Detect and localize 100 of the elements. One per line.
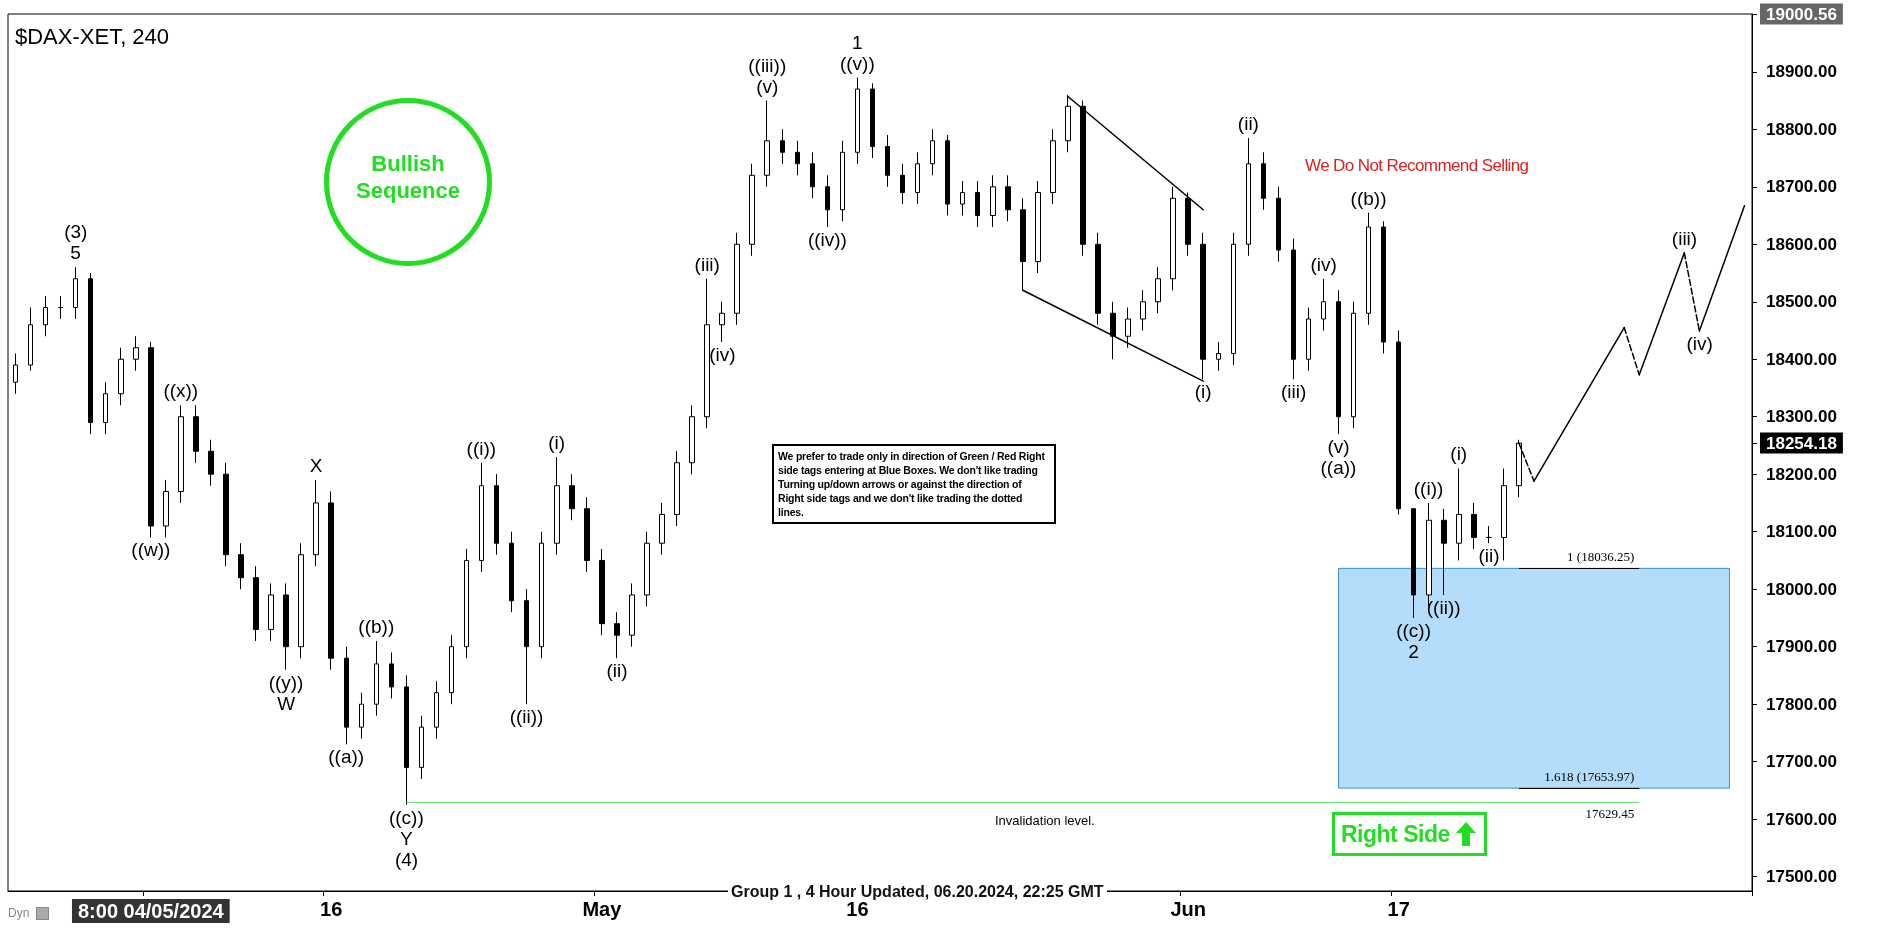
annotation: (ii)	[1237, 112, 1259, 134]
candlestick	[569, 473, 575, 521]
y-tick-label: 18500.00	[1766, 292, 1837, 312]
candlestick	[449, 634, 454, 705]
candlestick	[359, 692, 364, 740]
candlestick	[629, 582, 635, 648]
x-tick-label: 17	[1387, 898, 1410, 920]
candlestick	[73, 266, 78, 320]
y-tick-label: 18300.00	[1766, 407, 1837, 427]
candlestick	[659, 502, 665, 556]
annotation: (4)	[394, 848, 419, 870]
candlestick	[1456, 467, 1462, 561]
annotation: (i)	[1194, 381, 1212, 403]
annotation: 1	[851, 31, 863, 53]
candlestick	[178, 404, 184, 504]
y-tick-label: 17700.00	[1766, 752, 1837, 772]
candlestick	[524, 588, 529, 705]
candlestick	[945, 134, 950, 217]
annotation: ((i))	[466, 437, 497, 459]
candlestick	[1381, 220, 1386, 354]
candlestick	[118, 347, 124, 406]
candlestick	[103, 381, 108, 435]
y-tick-label: 17900.00	[1766, 637, 1837, 657]
candlestick	[148, 341, 154, 538]
y-tick-label: 18100.00	[1766, 522, 1837, 542]
annotation: ((a))	[1320, 456, 1357, 478]
y-tick-label: 17500.00	[1766, 867, 1837, 887]
candlestick	[900, 163, 905, 205]
y-tick-label: 18600.00	[1766, 234, 1837, 254]
candlestick	[930, 128, 935, 176]
candlestick	[163, 479, 169, 538]
candlestick	[494, 473, 499, 556]
candlestick	[1351, 301, 1356, 429]
annotation: Y	[399, 827, 413, 849]
candlestick	[344, 646, 349, 745]
candlestick	[1155, 266, 1161, 314]
x-tick-label: May	[582, 898, 623, 920]
candlestick	[389, 651, 394, 699]
candlestick	[614, 611, 620, 659]
ref-line-label: 1.618 (17653.97)	[1544, 769, 1635, 785]
candlestick	[88, 272, 93, 435]
annotation: ((ii))	[509, 706, 544, 728]
candlestick	[298, 542, 304, 659]
x-tick-label: 8:00 04/05/2024	[77, 900, 225, 922]
candlestick	[554, 456, 560, 556]
y-tick-label: 19000.56	[1766, 4, 1837, 24]
y-tick-label: 18254.18	[1766, 433, 1837, 453]
annotation: (i)	[548, 431, 566, 453]
annotation: ((c))	[388, 806, 424, 828]
annotation: ((v))	[839, 52, 875, 74]
candlestick	[328, 490, 334, 671]
candlestick	[253, 565, 259, 642]
candlestick	[795, 140, 800, 176]
annotation: (iv)	[1686, 333, 1713, 355]
candlestick	[374, 640, 379, 717]
candlestick	[1396, 330, 1401, 515]
candlestick	[1110, 301, 1116, 360]
y-tick-label: 18700.00	[1766, 177, 1837, 197]
annotation: ((a))	[328, 746, 365, 768]
candlestick	[479, 462, 484, 573]
candlestick	[1035, 180, 1041, 274]
annotation: (iv)	[1310, 253, 1337, 275]
candlestick	[404, 674, 409, 806]
annotation: ((b))	[1350, 187, 1387, 209]
ref-line-label: 17629.45	[1585, 806, 1635, 822]
candlestick	[283, 582, 289, 671]
candlestick	[810, 151, 815, 199]
candlestick	[1306, 307, 1311, 372]
annotation: W	[277, 692, 296, 714]
annotation: We Do Not Recommend Selling	[1305, 156, 1529, 176]
chart-title: $DAX-XET, 240	[15, 23, 170, 49]
annotation: 2	[1408, 640, 1419, 662]
annotation: Bullish Sequence	[355, 150, 461, 204]
annotation: (ii)	[606, 660, 628, 682]
candlestick	[990, 174, 996, 228]
candlestick	[1261, 151, 1266, 211]
candlestick	[644, 531, 650, 607]
annotation: ((c))	[1396, 619, 1432, 641]
candlestick	[43, 295, 48, 337]
candlestick	[780, 128, 785, 165]
annotation: ((iv))	[807, 229, 847, 251]
y-tick-label: 18200.00	[1766, 464, 1837, 484]
y-tick-label: 17600.00	[1766, 809, 1837, 829]
candlestick	[1216, 341, 1221, 372]
candlestick	[1095, 232, 1101, 326]
candlestick	[719, 301, 725, 343]
candlestick	[599, 548, 605, 636]
annotation: ((w))	[131, 539, 171, 561]
candlestick	[1291, 238, 1296, 380]
annotation: (v)	[756, 75, 779, 97]
annotation: Invalidation level.	[995, 813, 1095, 828]
y-tick-label: 18400.00	[1766, 349, 1837, 369]
candlestick	[509, 531, 514, 613]
candlestick	[1486, 525, 1492, 544]
x-tick-label: 16	[846, 898, 869, 920]
candlestick	[764, 100, 770, 188]
text: Dyn	[8, 906, 30, 920]
candlestick	[223, 462, 229, 567]
candlestick	[208, 439, 214, 487]
candlestick	[915, 151, 920, 205]
